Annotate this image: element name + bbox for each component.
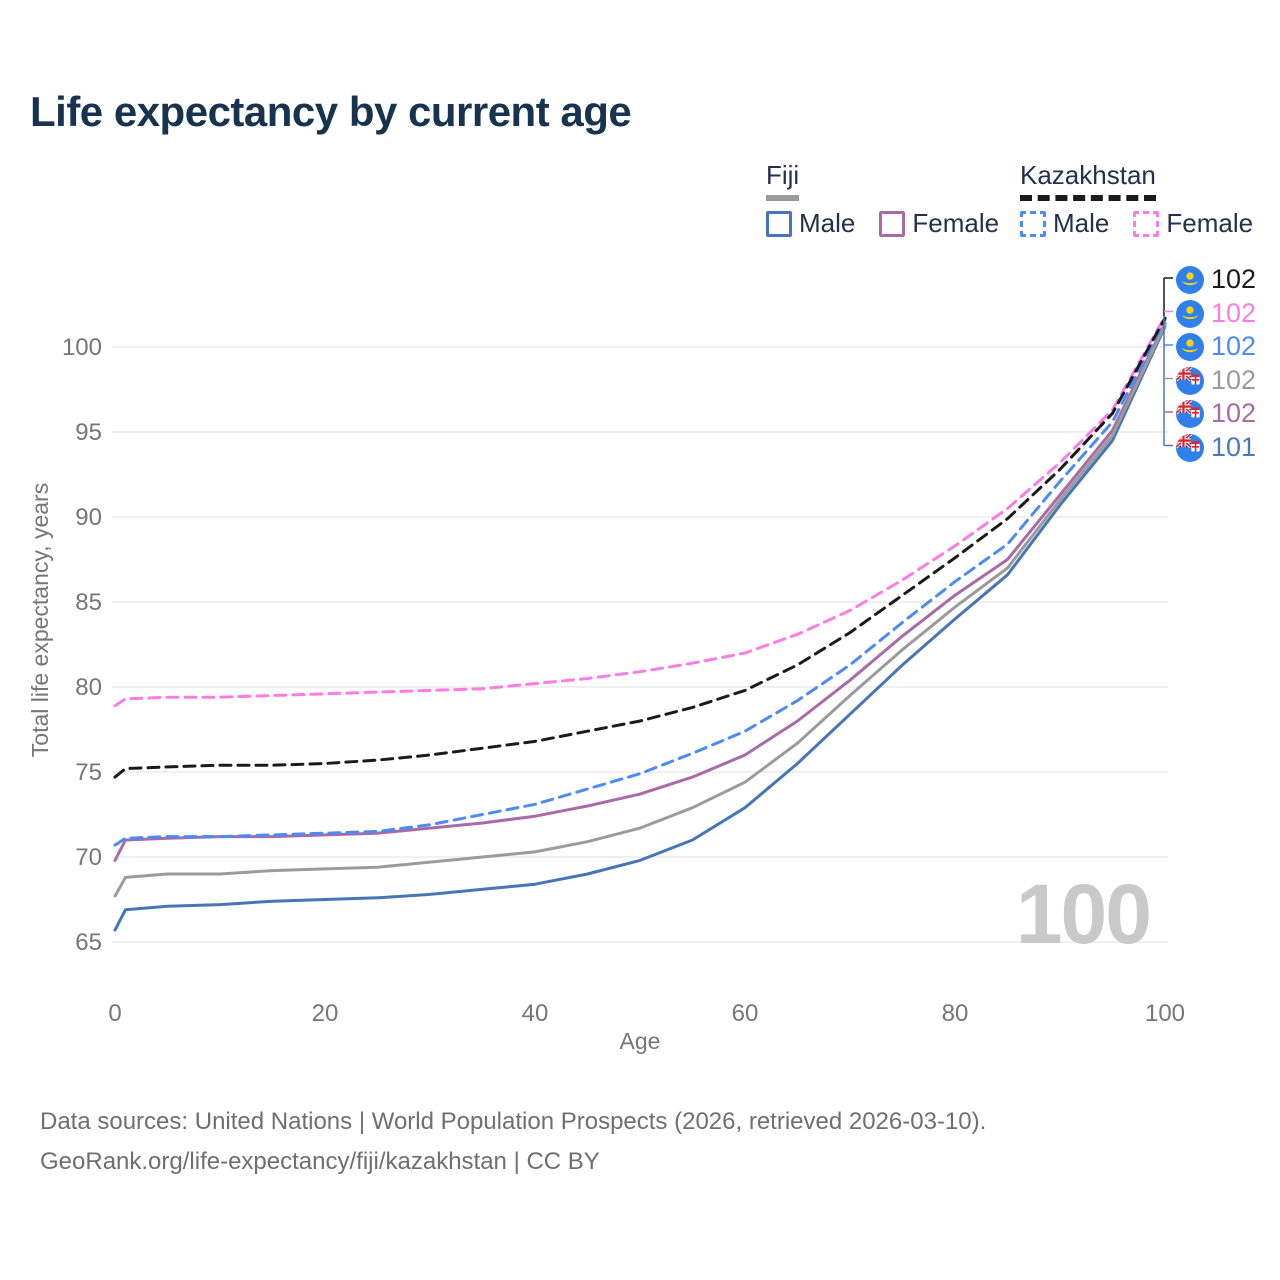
y-tick-label: 85	[75, 589, 102, 616]
end-value-fiji-total: 102	[1176, 365, 1256, 396]
legend-label: Male	[1053, 208, 1110, 238]
legend-group-fiji: Fiji Male Female	[766, 160, 999, 239]
kazakhstan-flag-icon	[1176, 333, 1204, 361]
legend-item-kazakhstan-female[interactable]: Female	[1133, 208, 1253, 239]
x-tick-label: 40	[522, 1000, 549, 1027]
end-value: 102	[1211, 298, 1257, 328]
end-value: 102	[1211, 331, 1257, 361]
chart-title: Life expectancy by current age	[30, 88, 632, 135]
fiji-flag-icon	[1176, 434, 1204, 462]
end-value-kazakhstan-male: 102	[1176, 331, 1256, 362]
kazakhstan-male-swatch-icon	[1020, 210, 1046, 237]
y-tick-label: 70	[75, 844, 102, 871]
legend-header-kazakhstan[interactable]: Kazakhstan	[1020, 160, 1156, 201]
end-value: 101	[1211, 432, 1257, 462]
legend-header-fiji[interactable]: Fiji	[766, 160, 800, 201]
series-line-fiji-female	[113, 321, 1167, 862]
fiji-flag-icon	[1176, 367, 1204, 395]
fiji-flag-icon	[1176, 400, 1204, 428]
fiji-female-swatch-icon	[879, 210, 906, 237]
age-watermark: 100	[1015, 867, 1152, 961]
y-axis-title: Total life expectancy, years	[27, 483, 53, 757]
legend-item-fiji-male[interactable]: Male	[766, 208, 855, 239]
series-line-fiji-male	[113, 325, 1167, 932]
y-tick-label: 90	[75, 504, 102, 531]
x-tick-label: 60	[732, 1000, 759, 1027]
series-line-fiji-total	[113, 323, 1167, 898]
y-tick-label: 100	[62, 334, 102, 361]
legend-item-fiji-female[interactable]: Female	[879, 208, 999, 239]
end-value: 102	[1211, 398, 1257, 428]
kazakhstan-flag-icon	[1176, 266, 1204, 294]
legend-label: Female	[912, 208, 1000, 238]
end-value-fiji-male: 101	[1176, 432, 1256, 463]
legend-label: Male	[799, 208, 856, 238]
end-value-fiji-female: 102	[1176, 398, 1256, 429]
fiji-male-swatch-icon	[766, 210, 792, 237]
kazakhstan-flag-icon	[1176, 300, 1204, 328]
x-tick-label: 20	[312, 1000, 339, 1027]
series-line-kazakhstan-male	[113, 318, 1167, 847]
series-line-kazakhstan-female	[113, 314, 1167, 708]
end-value: 102	[1211, 365, 1257, 395]
legend-row-fiji: Male Female	[766, 208, 999, 239]
legend-row-kazakhstan: Male Female	[1020, 208, 1253, 239]
x-axis-title: Age	[620, 1028, 661, 1054]
legend-item-kazakhstan-male[interactable]: Male	[1020, 208, 1109, 239]
y-tick-label: 75	[75, 759, 102, 786]
line-chart-plot: 65 70 75 80 85 90 95 100 0 20 40 60 80 100 Age Total li…	[27, 277, 1185, 1054]
x-tick-label: 100	[1145, 1000, 1185, 1027]
series-line-kazakhstan-total	[113, 316, 1167, 779]
end-value-labels: 102 102 102 102 102 101	[1176, 0, 1280, 500]
attribution-text: GeoRank.org/life-expectancy/fiji/kazakhs…	[40, 1148, 600, 1175]
data-sources-text: Data sources: United Nations | World Pop…	[40, 1108, 987, 1135]
end-value-kazakhstan-female: 102	[1176, 298, 1256, 329]
kazakhstan-female-swatch-icon	[1133, 210, 1160, 237]
y-tick-label: 95	[75, 419, 102, 446]
y-tick-label: 80	[75, 674, 102, 701]
legend-group-kazakhstan: Kazakhstan Male Female	[1020, 160, 1253, 239]
end-value: 102	[1211, 264, 1257, 294]
y-tick-label: 65	[75, 929, 102, 956]
end-value-kazakhstan-total: 102	[1176, 264, 1256, 295]
legend-label: Female	[1166, 208, 1254, 238]
x-tick-label: 80	[942, 1000, 969, 1027]
x-tick-label: 0	[108, 1000, 121, 1027]
